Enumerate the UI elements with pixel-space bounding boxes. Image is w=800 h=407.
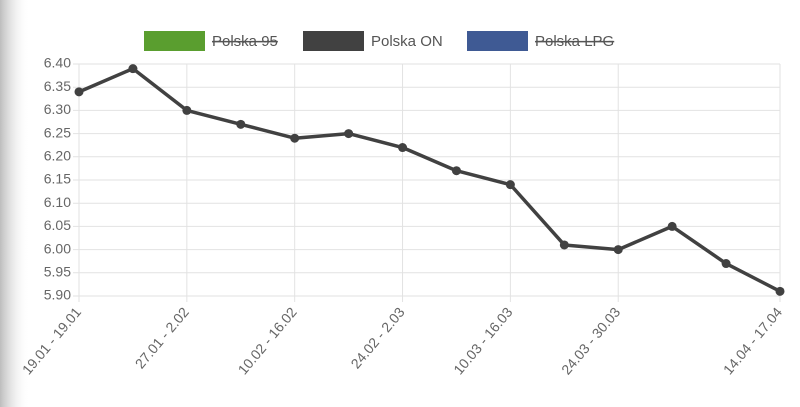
x-tick-label: 24.02 - 2.03 (347, 304, 407, 372)
data-point (398, 143, 408, 153)
data-point (128, 64, 138, 74)
legend-swatch[interactable] (144, 31, 205, 51)
x-tick-label: 10.02 - 16.02 (235, 304, 300, 378)
x-tick-label: 27.01 - 2.02 (132, 304, 192, 372)
data-point (74, 87, 84, 97)
y-tick-label: 5.90 (44, 287, 71, 303)
x-tick-label: 10.03 - 16.03 (450, 304, 515, 378)
data-point (559, 240, 569, 250)
data-point (667, 221, 677, 231)
data-point (344, 129, 354, 139)
data-point (505, 180, 515, 190)
y-tick-label: 6.40 (44, 55, 71, 71)
y-tick-label: 6.25 (44, 124, 71, 140)
legend-label[interactable]: Polska LPG (535, 33, 614, 50)
y-tick-label: 6.20 (44, 148, 71, 164)
legend-label[interactable]: Polska 95 (212, 33, 278, 50)
data-point (775, 286, 785, 296)
y-tick-label: 6.05 (44, 217, 71, 233)
y-tick-label: 6.00 (44, 240, 71, 256)
legend-swatch[interactable] (467, 31, 528, 51)
y-tick-label: 5.95 (44, 264, 71, 280)
legend-label[interactable]: Polska ON (371, 33, 443, 50)
x-tick-label: 24.03 - 30.03 (558, 304, 623, 378)
data-point (721, 259, 731, 269)
x-tick-label: 14.04 - 17.04 (720, 304, 785, 378)
legend-swatch[interactable] (303, 31, 364, 51)
data-point (236, 119, 246, 129)
y-tick-label: 6.15 (44, 171, 71, 187)
data-point (182, 105, 192, 115)
photo-shadow (0, 0, 30, 407)
series-line (78, 66, 781, 293)
data-point (290, 133, 300, 143)
data-point (613, 245, 623, 255)
y-tick-label: 6.10 (44, 194, 71, 210)
y-tick-label: 6.30 (44, 101, 71, 117)
y-tick-label: 6.35 (44, 78, 71, 94)
data-point (451, 166, 461, 176)
